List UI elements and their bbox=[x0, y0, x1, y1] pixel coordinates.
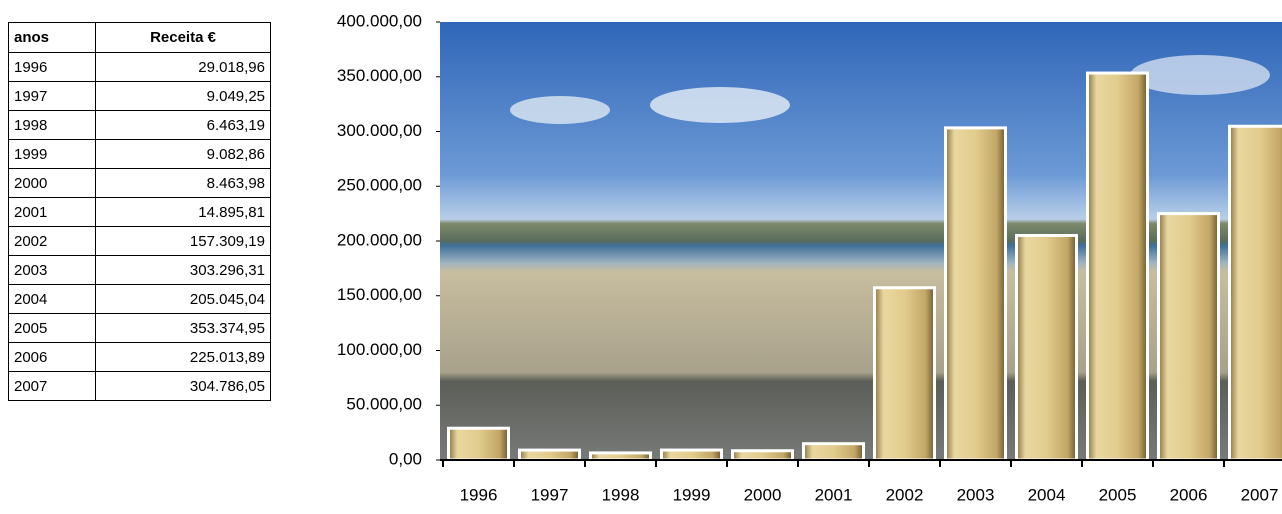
table-row: 2002 157.309,19 bbox=[8, 226, 271, 256]
header-cell: anos bbox=[8, 22, 96, 53]
table-cell: 304.786,05 bbox=[95, 371, 271, 401]
y-tick-label: 200.000,00 bbox=[337, 230, 422, 249]
bar bbox=[944, 126, 1007, 462]
table-row: 2003 303.296,31 bbox=[8, 255, 271, 285]
table-cell: 2001 bbox=[8, 197, 96, 227]
bar bbox=[1015, 233, 1078, 462]
table-cell: 8.463,98 bbox=[95, 168, 271, 198]
bar bbox=[1157, 212, 1220, 462]
x-tick-label: 1997 bbox=[531, 485, 569, 504]
bar bbox=[873, 286, 936, 462]
table-row: 1999 9.082,86 bbox=[8, 139, 271, 169]
table-cell: 9.049,25 bbox=[95, 81, 271, 111]
table-row: 2007 304.786,05 bbox=[8, 371, 271, 401]
table-cell: 205.045,04 bbox=[95, 284, 271, 314]
table-cell: 6.463,19 bbox=[95, 110, 271, 140]
x-tick-label: 2002 bbox=[886, 485, 924, 504]
x-tick-label: 2001 bbox=[815, 485, 853, 504]
table-row: 2004 205.045,04 bbox=[8, 284, 271, 314]
y-tick-label: 100.000,00 bbox=[337, 340, 422, 359]
bar bbox=[589, 451, 652, 462]
table-cell: 225.013,89 bbox=[95, 342, 271, 372]
header-cell: Receita € bbox=[95, 22, 271, 53]
plot bbox=[447, 71, 1282, 462]
data-table: anos Receita €1996 29.018,96 1997 9.049,25 19… bbox=[8, 22, 271, 401]
bar bbox=[447, 426, 510, 462]
table-cell: 2005 bbox=[8, 313, 96, 343]
table-cell: 353.374,95 bbox=[95, 313, 271, 343]
table-cell: 2002 bbox=[8, 226, 96, 256]
y-tick-label: 250.000,00 bbox=[337, 176, 422, 195]
table-cell: 1998 bbox=[8, 110, 96, 140]
table-row: 2000 8.463,98 bbox=[8, 168, 271, 198]
table-row: 1997 9.049,25 bbox=[8, 81, 271, 111]
table-cell: 9.082,86 bbox=[95, 139, 271, 169]
x-tick-label: 1996 bbox=[460, 485, 498, 504]
cloud bbox=[510, 96, 610, 124]
table-cell: 14.895,81 bbox=[95, 197, 271, 227]
y-tick-label: 0,00 bbox=[389, 449, 422, 468]
table-row: 1998 6.463,19 bbox=[8, 110, 271, 140]
table-cell: 2004 bbox=[8, 284, 96, 314]
table-cell: 1997 bbox=[8, 81, 96, 111]
table-cell: 2007 bbox=[8, 371, 96, 401]
table-cell: 2006 bbox=[8, 342, 96, 372]
bar bbox=[731, 449, 794, 462]
y-tick-label: 50.000,00 bbox=[346, 395, 422, 414]
y-tick-label: 300.000,00 bbox=[337, 121, 422, 140]
table-cell: 303.296,31 bbox=[95, 255, 271, 285]
x-tick-label: 2005 bbox=[1099, 485, 1137, 504]
table-row: 2005 353.374,95 bbox=[8, 313, 271, 343]
cloud bbox=[650, 87, 790, 123]
table-cell: 157.309,19 bbox=[95, 226, 271, 256]
cloud bbox=[1130, 55, 1270, 95]
table-row: 1996 29.018,96 bbox=[8, 52, 271, 82]
bar bbox=[1228, 124, 1282, 462]
y-tick-label: 400.000,00 bbox=[337, 11, 422, 30]
header-row: anos Receita € bbox=[8, 22, 271, 53]
x-tick-label: 1998 bbox=[602, 485, 640, 504]
bar bbox=[518, 448, 581, 462]
table-cell: 2000 bbox=[8, 168, 96, 198]
table-cell: 2003 bbox=[8, 255, 96, 285]
x-tick-label: 2007 bbox=[1241, 485, 1279, 504]
x-tick-label: 2004 bbox=[1028, 485, 1066, 504]
bar bbox=[1086, 71, 1149, 462]
bar bbox=[660, 448, 723, 462]
table-cell: 1999 bbox=[8, 139, 96, 169]
x-tick-label: 1999 bbox=[673, 485, 711, 504]
table-cell: 29.018,96 bbox=[95, 52, 271, 82]
x-tick-label: 2003 bbox=[957, 485, 995, 504]
y-tick-label: 350.000,00 bbox=[337, 66, 422, 85]
y-tick-label: 150.000,00 bbox=[337, 285, 422, 304]
x-tick-label: 2006 bbox=[1170, 485, 1208, 504]
table-row: 2001 14.895,81 bbox=[8, 197, 271, 227]
x-tick-label: 2000 bbox=[744, 485, 782, 504]
table-row: 2006 225.013,89 bbox=[8, 342, 271, 372]
table-cell: 1996 bbox=[8, 52, 96, 82]
bar bbox=[802, 442, 865, 462]
